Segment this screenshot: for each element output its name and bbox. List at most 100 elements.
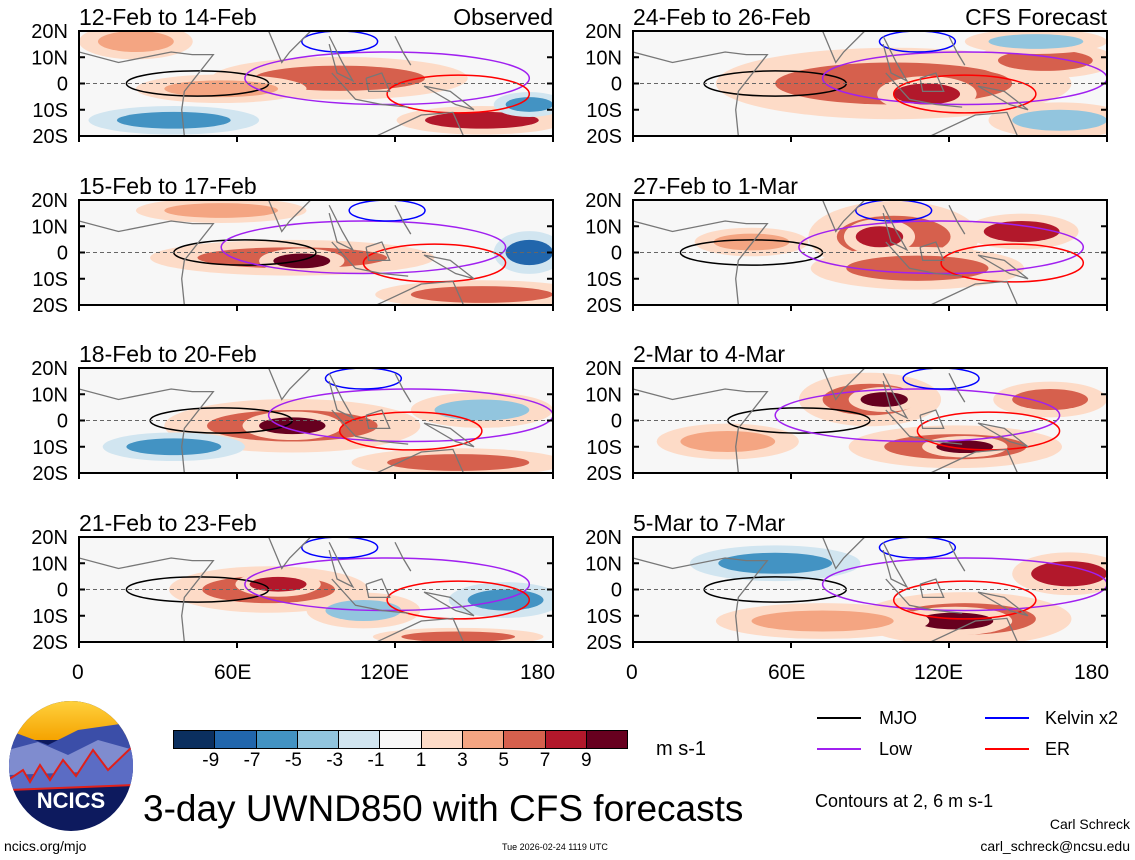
author: Carl Schreck	[1049, 816, 1130, 832]
colorbar-swatch	[545, 731, 587, 748]
wave-contour	[878, 31, 957, 53]
coastline	[822, 31, 866, 64]
panel-title: 15-Feb to 17-Feb	[79, 173, 257, 199]
coastline	[882, 372, 909, 420]
lat-label: 10N	[31, 47, 68, 69]
map-panel: 27-Feb to 1-Mar 20N 10N 0 10S 20S	[585, 173, 1108, 317]
coastline	[328, 541, 355, 589]
lat-label: 10S	[586, 437, 622, 459]
coastline	[885, 72, 963, 108]
colorbar-swatch	[256, 731, 298, 748]
anomaly-shade	[116, 111, 231, 129]
lat-label: 10S	[586, 100, 622, 122]
ncics-logo: NCICS	[9, 701, 133, 831]
coastline	[423, 85, 475, 111]
anomaly-shade	[505, 97, 553, 112]
coastline	[948, 541, 966, 572]
panel-title: 12-Feb to 14-Feb	[79, 4, 257, 30]
legend-low: Low	[879, 739, 913, 759]
map-panel: 5-Mar to 7-Mar 20N 10N 0 10S 20S	[585, 510, 1108, 654]
colorbar	[173, 730, 629, 749]
legend-kelvin: Kelvin x2	[1045, 708, 1119, 728]
coastline	[394, 204, 412, 235]
coastline	[331, 409, 409, 445]
wave-contour	[940, 243, 1085, 283]
colorbar-tick: 1	[415, 750, 427, 771]
coastline	[822, 537, 866, 570]
coastline	[423, 254, 475, 280]
coastline	[919, 409, 945, 430]
lon-label: 0	[626, 661, 638, 684]
map-panel: 21-Feb to 23-Feb 20N 10N 0 10S 20S	[31, 510, 554, 654]
lat-label: 20N	[585, 358, 622, 380]
colorbar-swatch	[174, 731, 216, 748]
colorbar-swatch	[463, 731, 505, 748]
wave-contour	[301, 31, 379, 53]
wave-contour	[301, 537, 379, 559]
lat-label: 20S	[586, 463, 622, 485]
coastline	[930, 617, 1019, 642]
map-panel: 12-Feb to 14-Feb Observed 20N 10N 0 10S 20S	[31, 4, 554, 148]
coastline	[394, 35, 412, 66]
anomaly-shade	[1012, 109, 1107, 131]
coastline	[268, 31, 312, 64]
coastline	[328, 35, 355, 83]
lat-label: 0	[57, 74, 68, 96]
colorbar-tick: 5	[498, 750, 509, 771]
coastline	[919, 72, 945, 93]
anomaly-shade	[846, 255, 989, 281]
wave-contour	[386, 580, 531, 620]
author-email[interactable]: carl_schreck@ncsu.edu	[980, 838, 1130, 854]
coastline	[365, 409, 391, 430]
lat-label: 20N	[585, 190, 622, 212]
coastline	[394, 372, 412, 403]
coastline	[365, 72, 391, 93]
anomaly-shade	[1012, 389, 1089, 410]
coastline	[268, 537, 312, 570]
lon-label: 120E	[360, 661, 410, 684]
colorbar-tick: -9	[202, 750, 220, 771]
anomaly-shade	[713, 233, 790, 251]
colorbar-tick: 9	[581, 750, 592, 771]
map-panel: 24-Feb to 26-Feb CFS Forecast 20N 10N 0 10S 20…	[585, 4, 1108, 148]
wave-contour	[878, 537, 957, 559]
anomaly-shade	[259, 417, 326, 435]
colorbar-swatch	[380, 731, 422, 748]
lat-label: 20S	[586, 126, 622, 148]
anomaly-shade	[997, 49, 1093, 71]
coastline	[633, 220, 769, 305]
lat-label: 10N	[585, 216, 622, 238]
anomaly-shade	[97, 31, 174, 52]
coastline	[328, 372, 355, 420]
coastline	[885, 578, 963, 614]
coastline	[423, 422, 475, 448]
lat-label: 20S	[32, 463, 68, 485]
wave-contour	[916, 411, 1061, 451]
coastline	[930, 280, 1019, 305]
lat-label: 0	[611, 580, 622, 602]
anomaly-shade	[988, 34, 1084, 49]
lat-label: 20N	[31, 527, 68, 549]
legend-mjo-line	[817, 717, 861, 719]
lat-label: 10S	[32, 100, 68, 122]
lat-label: 10S	[32, 437, 68, 459]
website-link[interactable]: ncics.org/mjo	[4, 838, 87, 854]
map-panel: 2-Mar to 4-Mar 20N 10N 0 10S 20S	[585, 341, 1108, 485]
colorbar-swatch	[421, 731, 464, 748]
wave-contour	[338, 411, 483, 451]
coastline	[977, 422, 1029, 448]
lat-label: 10N	[31, 384, 68, 406]
lat-label: 10N	[585, 384, 622, 406]
lat-label: 10N	[585, 553, 622, 575]
coastline	[268, 368, 312, 401]
panel-title: 2-Mar to 4-Mar	[633, 341, 785, 367]
coastline	[331, 578, 409, 614]
coastline	[376, 448, 465, 473]
lat-label: 0	[611, 411, 622, 433]
lat-label: 20N	[31, 21, 68, 43]
lon-label: 180	[1074, 661, 1110, 684]
lon-label: 60E	[768, 661, 806, 684]
anomaly-shade	[164, 203, 279, 218]
lat-label: 20S	[32, 126, 68, 148]
lat-label: 0	[611, 74, 622, 96]
